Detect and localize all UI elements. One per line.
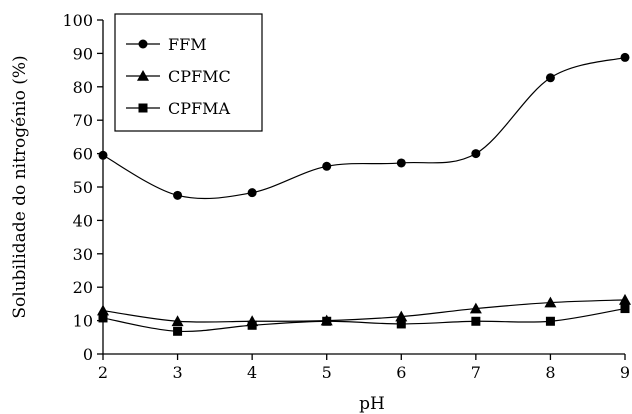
- data-point-ffm: [396, 158, 406, 168]
- x-tick-label: 3: [172, 363, 182, 382]
- series-line-cpfma: [102, 307, 626, 333]
- series-ffm: [98, 52, 630, 200]
- data-point-cpfmc: [619, 293, 631, 305]
- y-tick-label: 70: [73, 111, 93, 130]
- data-point-cpfma: [545, 316, 555, 326]
- data-point-cpfma: [173, 326, 183, 336]
- data-point-cpfma: [471, 316, 481, 326]
- x-tick-label: 2: [98, 363, 108, 382]
- y-tick-label: 90: [73, 44, 93, 63]
- legend-marker-ffm: [138, 39, 148, 49]
- y-axis-title: Solubilidade do nitrogénio (%): [10, 55, 30, 318]
- y-tick-label: 30: [73, 245, 93, 264]
- x-tick-label: 7: [471, 363, 481, 382]
- legend-label-cpfmc: CPFMC: [168, 67, 231, 86]
- data-point-cpfmc: [97, 304, 109, 316]
- y-tick-label: 40: [73, 211, 93, 230]
- data-point-cpfmc: [469, 302, 482, 314]
- data-point-cpfma: [322, 316, 332, 326]
- data-point-ffm: [620, 52, 630, 62]
- data-point-cpfmc: [395, 310, 408, 322]
- data-point-ffm: [322, 161, 332, 171]
- y-tick-label: 20: [73, 278, 93, 297]
- data-point-cpfmc: [171, 315, 184, 327]
- data-point-cpfma: [98, 313, 108, 323]
- series-line-cpfmc: [102, 299, 626, 323]
- data-point-cpfma: [396, 319, 406, 329]
- x-tick-label: 5: [322, 363, 332, 382]
- data-point-ffm: [98, 150, 108, 160]
- data-point-cpfma: [620, 304, 630, 314]
- x-tick-label: 4: [247, 363, 257, 382]
- x-axis-title: pH: [359, 394, 385, 414]
- x-tick-label: 8: [545, 363, 555, 382]
- legend-marker-cpfma: [138, 103, 148, 113]
- legend: FFM CPFMC CPFMA: [114, 13, 263, 132]
- series-cpfma: [98, 304, 630, 336]
- x-tick-label: 6: [396, 363, 406, 382]
- ticks: 0 10 20 30 40 50 60 70 80 90 100 2 3 4 5 6 7 8 9: [62, 11, 630, 382]
- legend-label-cpfma: CPFMA: [168, 99, 230, 118]
- y-tick-label: 10: [73, 312, 93, 331]
- x-tick-label: 9: [620, 363, 630, 382]
- data-point-ffm: [471, 149, 481, 159]
- y-tick-label: 50: [73, 178, 93, 197]
- legend-label-ffm: FFM: [168, 35, 207, 54]
- y-tick-label: 0: [83, 345, 93, 364]
- y-tick-label: 80: [73, 78, 93, 97]
- y-tick-label: 60: [73, 145, 93, 164]
- y-tick-label: 100: [62, 11, 93, 30]
- data-point-cpfma: [247, 320, 257, 330]
- data-point-ffm: [247, 188, 257, 198]
- series-layer: [97, 52, 631, 336]
- data-point-ffm: [173, 190, 183, 200]
- data-point-ffm: [545, 73, 555, 83]
- data-point-cpfmc: [544, 296, 557, 308]
- legend-marker-cpfmc: [137, 70, 149, 81]
